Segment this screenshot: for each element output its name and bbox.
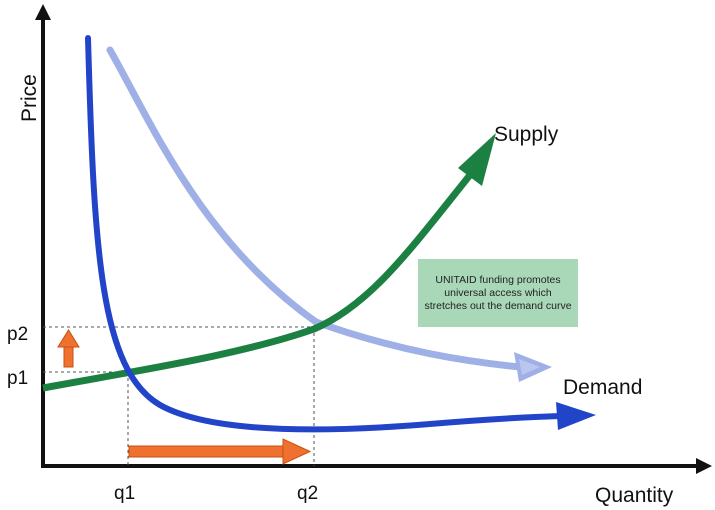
x-axis-title: Quantity <box>595 484 674 507</box>
shifted-demand-arrowhead-inner <box>519 359 540 375</box>
supply-label: Supply <box>494 123 559 146</box>
q2-label: q2 <box>297 483 318 504</box>
quantity-increase-arrow <box>128 438 312 465</box>
unitaid-note-box: UNITAID funding promotes universal acces… <box>418 259 578 327</box>
q1-label: q1 <box>114 483 135 504</box>
demand-arrowhead <box>556 402 596 430</box>
p2-label: p2 <box>7 324 28 345</box>
y-axis-arrowhead <box>35 4 51 20</box>
shifted-demand-curve <box>106 46 524 371</box>
x-axis-arrowhead <box>696 458 712 474</box>
y-axis-title: Price <box>18 74 41 122</box>
unitaid-note-text: UNITAID funding promotes universal acces… <box>424 273 572 312</box>
p1-label: p1 <box>7 368 28 389</box>
demand-curve <box>85 35 563 433</box>
supply-arrowhead <box>458 133 496 186</box>
demand-label: Demand <box>563 376 642 399</box>
price-increase-arrow <box>57 329 80 368</box>
supply-curve <box>42 172 473 392</box>
